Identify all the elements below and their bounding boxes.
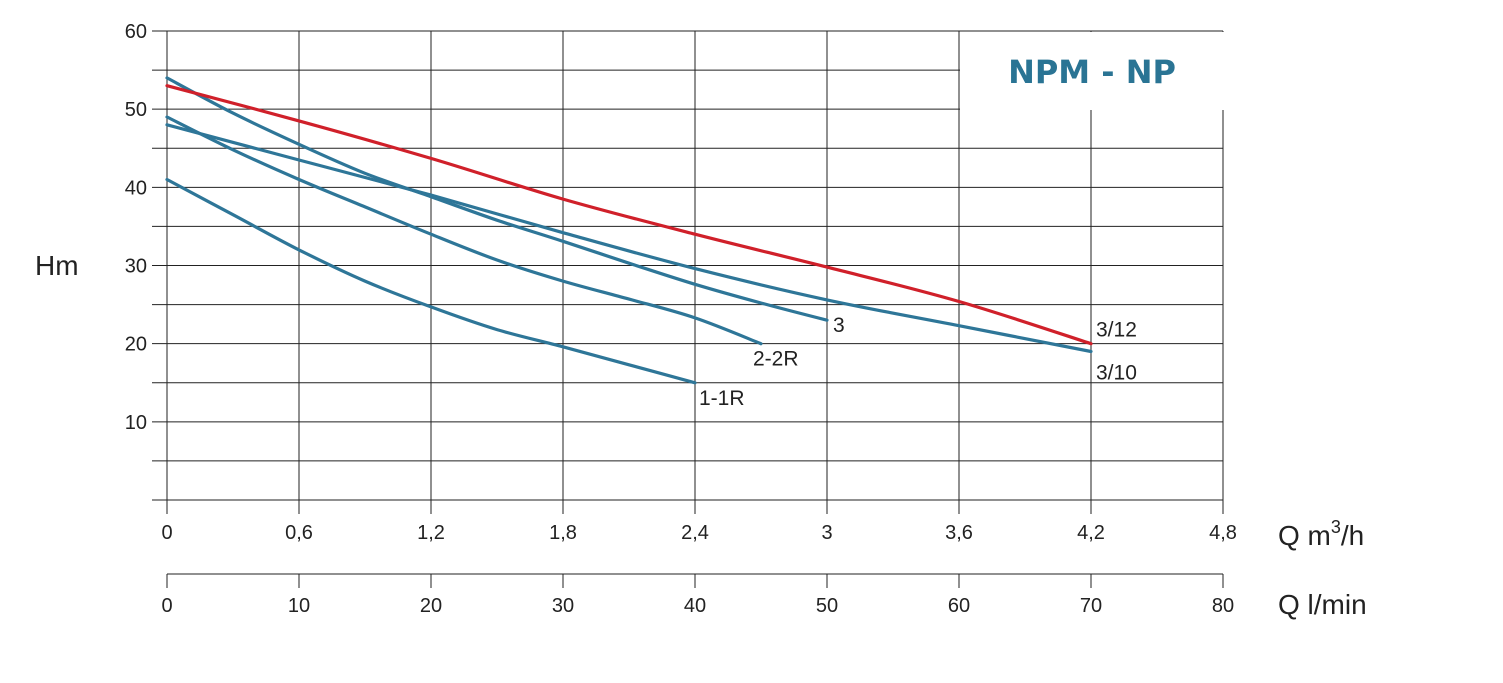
series-line (165, 76, 829, 322)
y-tick-label: 10 (125, 412, 147, 434)
series-line (165, 115, 763, 346)
chart-title: NPM - NP (1008, 53, 1176, 91)
series-label: 3/10 (1096, 361, 1137, 384)
x-tick-label: 1,8 (549, 522, 577, 544)
y-tick-label: 60 (125, 21, 147, 43)
x-tick-label: 0,6 (285, 522, 313, 544)
x2-tick-label: 20 (420, 595, 442, 617)
x2-tick-label: 70 (1080, 595, 1102, 617)
x2-tick-label: 30 (552, 595, 574, 617)
series-label: 1-1R (699, 387, 745, 410)
series-label: 3/12 (1096, 319, 1137, 342)
x-tick-label: 4,2 (1077, 522, 1105, 544)
x2-tick-label: 50 (816, 595, 838, 617)
x-axis-title-main: Q m (1278, 520, 1331, 551)
y-tick-label: 30 (125, 256, 147, 278)
x-tick-label: 4,8 (1209, 522, 1237, 544)
series-line (165, 123, 1093, 354)
labels-layer: 10 20 30 40 50 60 0 0,6 1,2 1,8 2,4 3 3,6 4,2 4,8 0 10 20… (125, 21, 1237, 617)
x2-tick-label: 0 (161, 595, 172, 617)
series-label: 2-2R (753, 348, 799, 371)
y-tick-label: 20 (125, 334, 147, 356)
title-box (960, 32, 1224, 110)
x-axis-title-sup: 3 (1331, 517, 1341, 537)
x2-tick-label: 80 (1212, 595, 1234, 617)
grid-layer (152, 30, 1224, 588)
x-tick-label: 0 (161, 522, 172, 544)
x2-tick-label: 10 (288, 595, 310, 617)
y-tick-label: 40 (125, 177, 147, 199)
series-line (165, 177, 697, 385)
x2-tick-label: 60 (948, 595, 970, 617)
x-axis-title-suffix: /h (1341, 520, 1364, 551)
x-tick-label: 2,4 (681, 522, 709, 544)
x-axis-title-lmin: Q l/min (1278, 589, 1367, 620)
y-axis-title: Hm (35, 250, 79, 281)
x2-tick-label: 40 (684, 595, 706, 617)
x-axis-title-m3h: Q m3/h (1278, 517, 1364, 551)
x-tick-label: 3,6 (945, 522, 973, 544)
x-tick-label: 1,2 (417, 522, 445, 544)
x-tick-label: 3 (821, 522, 832, 544)
curves-layer (165, 76, 1093, 385)
series-line (165, 84, 1093, 346)
y-tick-label: 50 (125, 99, 147, 121)
series-label: 3 (833, 314, 845, 337)
